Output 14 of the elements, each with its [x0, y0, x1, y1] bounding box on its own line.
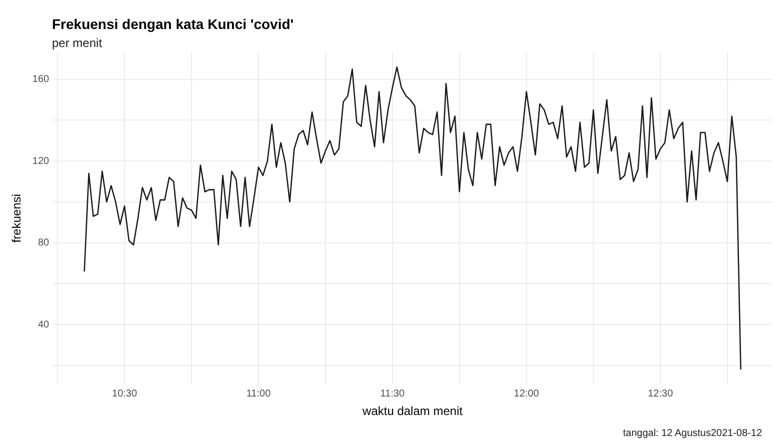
y-tick-label: 80: [38, 238, 50, 249]
y-axis-title: frekuensi: [10, 194, 24, 243]
x-tick-label: 12:30: [648, 388, 674, 400]
text: tanggal: 12 Agustus2021-08-12: [623, 428, 762, 439]
x-tick-label: 12:00: [514, 388, 540, 400]
chart-subtitle: per menit: [52, 36, 102, 50]
x-axis-title: waktu dalam menit: [362, 404, 464, 418]
chart-title: Frekuensi dengan kata Kunci 'covid': [52, 16, 294, 32]
y-tick-label: 40: [38, 319, 50, 330]
x-tick-label: 11:30: [380, 388, 406, 400]
y-tick-label: 120: [32, 156, 50, 167]
x-tick-label: 10:30: [112, 388, 138, 400]
y-tick-label: 160: [32, 74, 50, 86]
x-tick-label: 11:00: [246, 388, 272, 400]
